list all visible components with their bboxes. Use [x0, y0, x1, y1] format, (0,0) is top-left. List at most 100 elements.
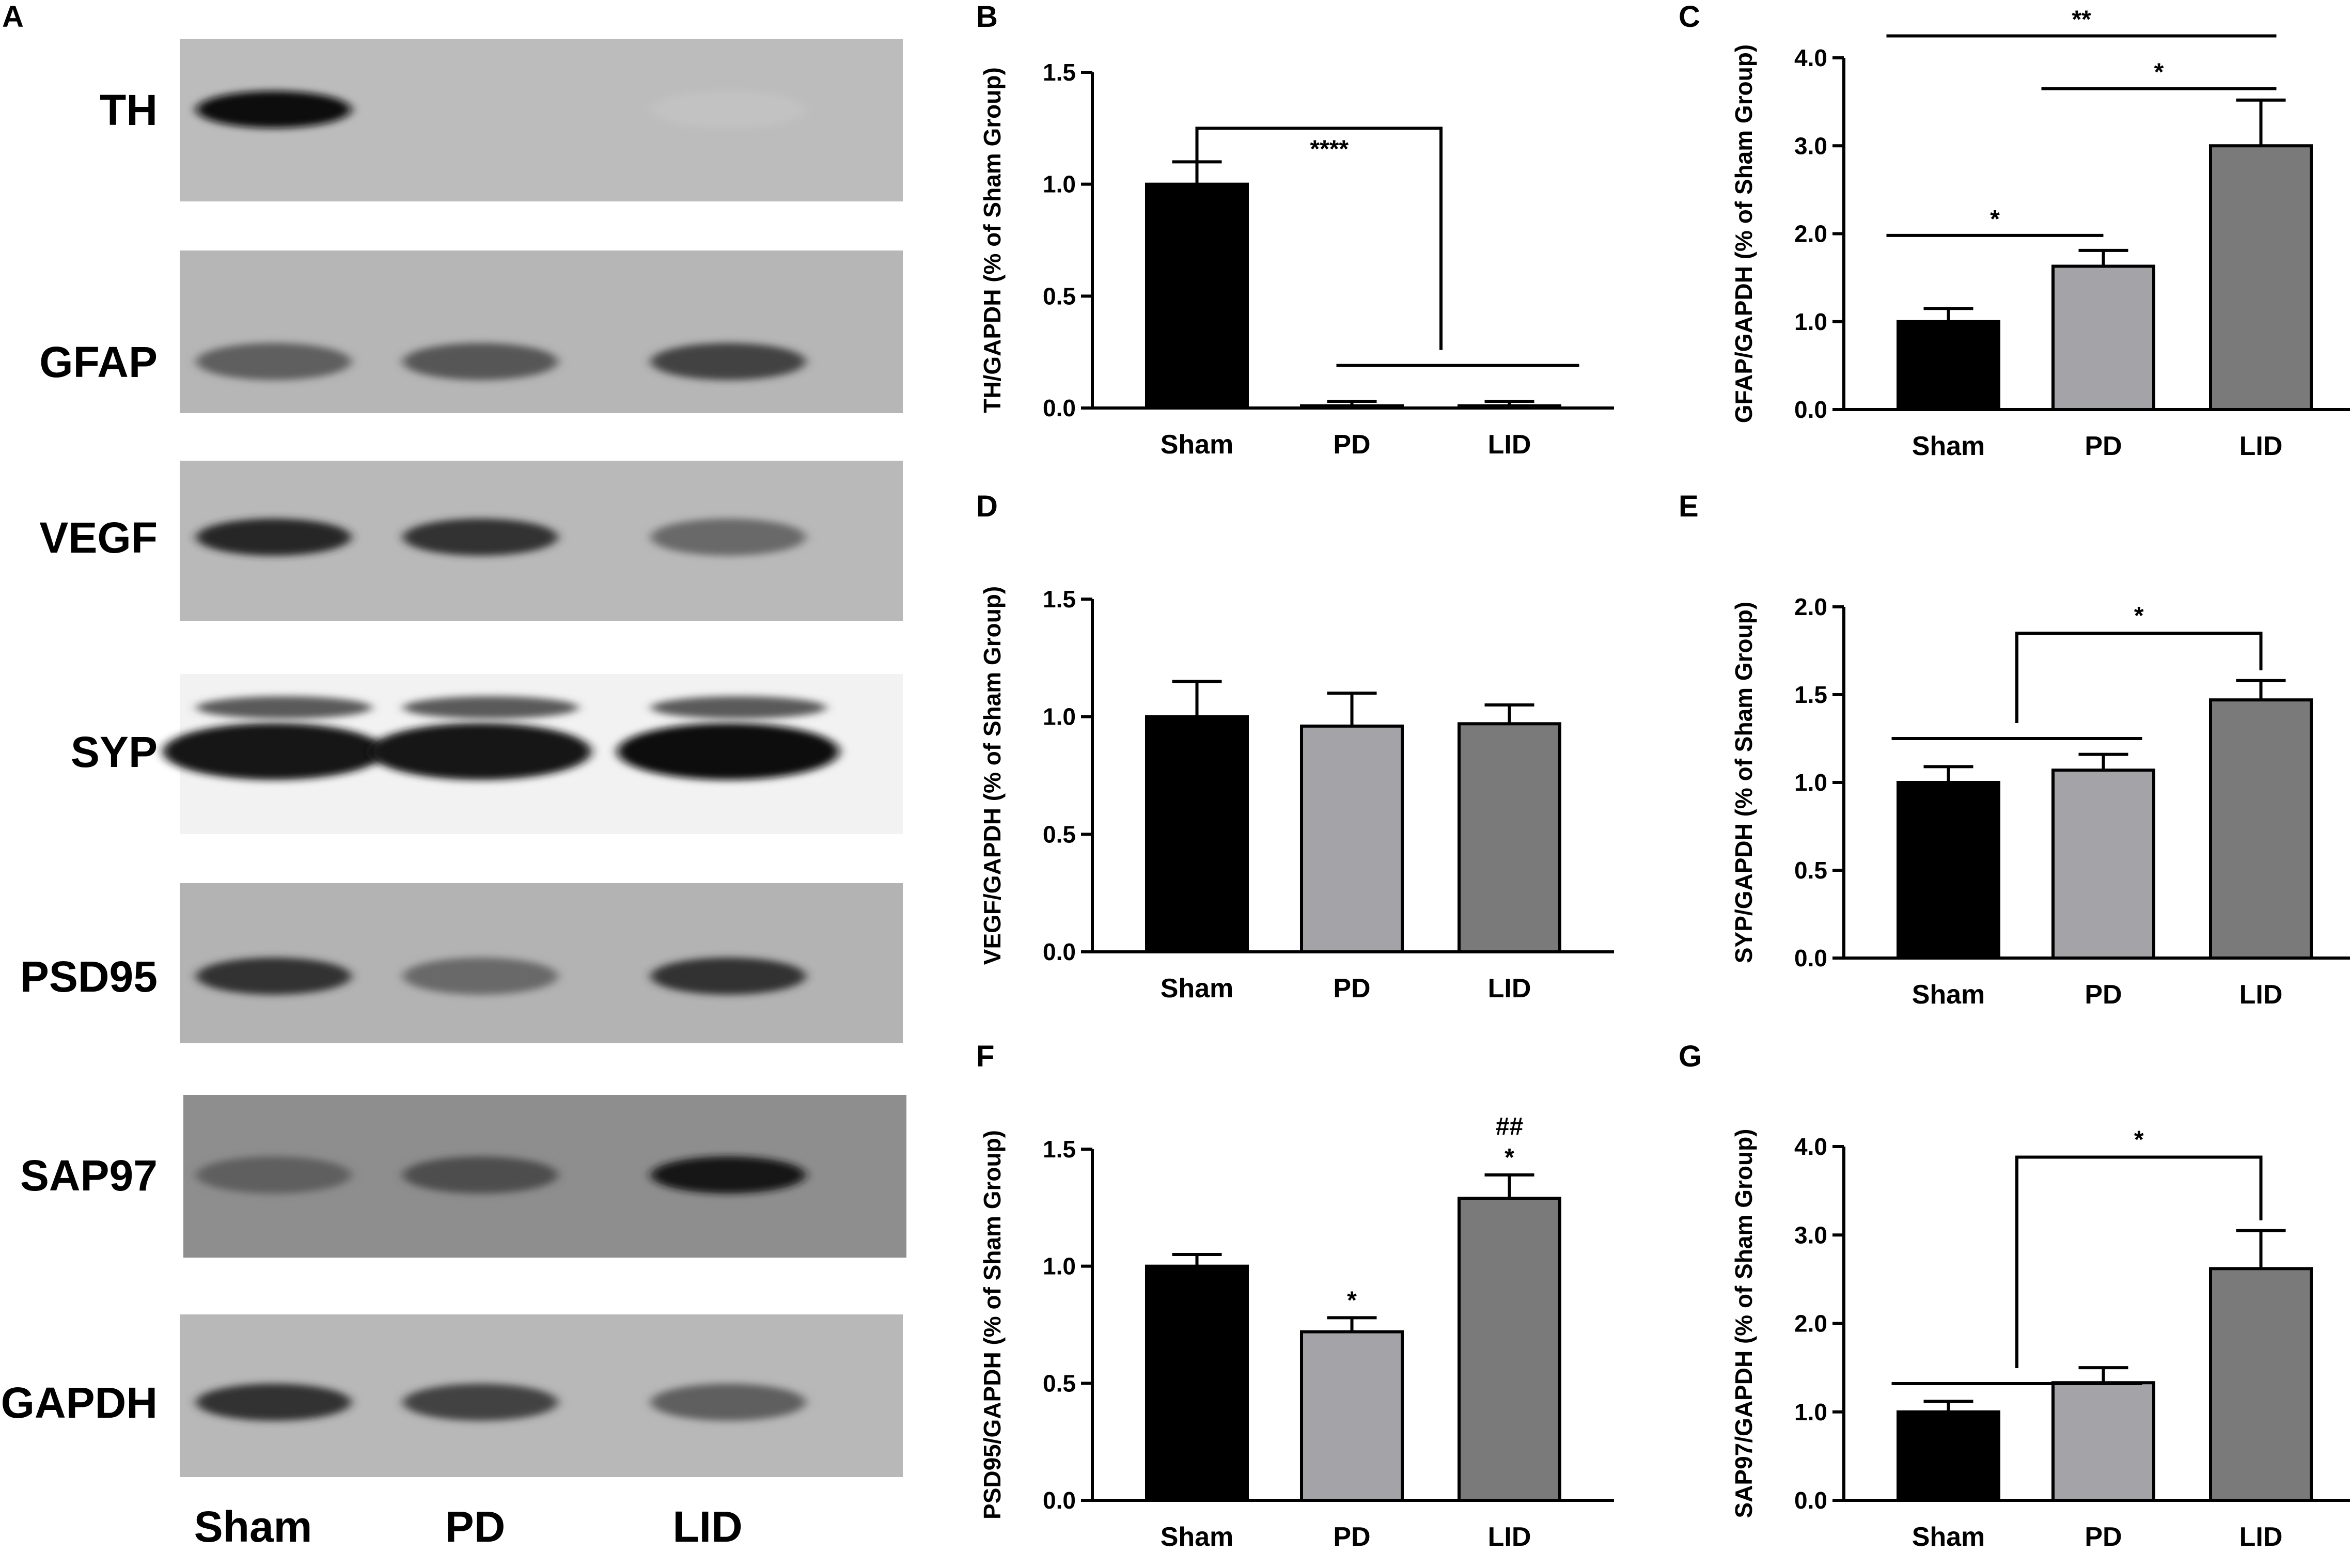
y-tick-label: 0.0: [1043, 1487, 1076, 1514]
blot-sap97: SAP97: [20, 1095, 906, 1258]
y-axis-label: PSD95/GAPDH (% of Sham Group): [979, 1130, 1006, 1519]
significance-label: **: [2072, 6, 2091, 33]
y-tick-label: 0.5: [1043, 1370, 1076, 1397]
panel-letter-a: A: [2, 0, 24, 34]
bar-pd: [2051, 1381, 2155, 1502]
category-label: Sham: [1912, 980, 1985, 1010]
y-tick-label: 1.0: [1794, 1399, 1827, 1425]
category-label: Sham: [1161, 430, 1234, 460]
y-tick-label: 3.0: [1794, 132, 1827, 159]
chart-e: E 0.0 0.5 1.0 1.5 2.0 SYP/GAPDH (% of Sham Gro…: [1679, 490, 2350, 1010]
panel-letter: F: [976, 1040, 994, 1073]
y-tick-label: 1.5: [1043, 59, 1076, 86]
bar-lid: [2209, 698, 2313, 960]
y-tick-label: 0.0: [1043, 938, 1076, 965]
y-tick-label: 0.0: [1794, 396, 1827, 423]
chart-g: G 0.0 1.0 2.0 3.0 4.0 SAP97/GAPDH (% of Sham G…: [1679, 1040, 2350, 1552]
band: [651, 958, 806, 995]
blot-th: TH: [100, 39, 903, 201]
category-label: LID: [2239, 431, 2283, 461]
chart-f: F 0.0 0.5 1.0 1.5 PSD95/GAPDH (% of Sham Grou…: [976, 1040, 1614, 1552]
bar-lid: [2209, 144, 2313, 411]
y-tick-label: 0.5: [1043, 821, 1076, 848]
category-label: LID: [2239, 1522, 2283, 1552]
blot-syp: SYP: [71, 674, 903, 834]
y-tick-label: 0.0: [1043, 395, 1076, 421]
y-tick-label: 4.0: [1794, 44, 1827, 71]
blot-background: [180, 250, 903, 413]
category-label: Sham: [1161, 1522, 1234, 1552]
significance-label: *: [1347, 1287, 1357, 1314]
y-tick-label: 0.0: [1794, 1487, 1827, 1514]
band: [196, 343, 351, 380]
panel-letter: G: [1679, 1040, 1702, 1073]
band: [403, 1156, 558, 1194]
category-label: LID: [1488, 974, 1531, 1003]
category-label: PD: [2085, 1522, 2122, 1552]
significance-bracket: [2015, 632, 2263, 723]
blot-label: SYP: [71, 728, 158, 776]
y-tick-label: 2.0: [1794, 1310, 1827, 1337]
band: [196, 1156, 351, 1194]
y-axis-label: GFAP/GAPDH (% of Sham Group): [1730, 44, 1757, 423]
bar-sham: [1897, 1410, 2000, 1502]
band: [403, 958, 558, 995]
band-upper: [403, 696, 578, 719]
band: [196, 91, 351, 128]
category-label: PD: [1333, 1522, 1370, 1552]
bar-sham: [1145, 715, 1249, 953]
bar-lid: [1458, 404, 1561, 410]
bar-sham: [1145, 182, 1249, 410]
band: [651, 1384, 806, 1421]
bar-pd: [1300, 404, 1404, 410]
blot-label: GAPDH: [1, 1378, 158, 1427]
y-tick-label: 3.0: [1794, 1221, 1827, 1248]
y-axis-label: SAP97/GAPDH (% of Sham Group): [1730, 1129, 1757, 1518]
y-tick-label: 1.5: [1043, 586, 1076, 613]
band: [651, 343, 806, 380]
category-label: Sham: [1912, 1522, 1985, 1552]
blot-label: PSD95: [20, 952, 158, 1001]
bar-pd: [1300, 724, 1404, 953]
chart-d: D 0.0 0.5 1.0 1.5 VEGF/GAPDH (% of Sham Group…: [976, 490, 1614, 1003]
significance-label: ##: [1496, 1113, 1523, 1140]
blot-label: GFAP: [39, 338, 158, 386]
band: [651, 519, 806, 556]
category-label: LID: [2239, 980, 2283, 1010]
bar-sham: [1145, 1264, 1249, 1502]
band: [617, 723, 839, 780]
panel-letter: D: [976, 490, 998, 523]
y-axis-label: VEGF/GAPDH (% of Sham Group): [979, 586, 1006, 965]
bar-pd: [2051, 769, 2155, 960]
blot-gfap: GFAP: [39, 250, 903, 413]
category-label: PD: [1333, 430, 1370, 460]
band: [403, 519, 558, 556]
y-tick-label: 1.0: [1043, 1253, 1076, 1280]
significance-label: *: [2154, 59, 2164, 86]
y-tick-label: 0.5: [1043, 283, 1076, 309]
y-axis-label: SYP/GAPDH (% of Sham Group): [1730, 602, 1757, 963]
blot-gapdh: GAPDH: [1, 1314, 903, 1477]
bar-sham: [1897, 781, 2000, 960]
category-label: Sham: [1161, 974, 1234, 1003]
band: [196, 1384, 351, 1421]
chart-b: B 0.0 0.5 1.0 1.5 TH/GAPDH (% of Sham Group) S…: [976, 0, 1614, 460]
y-tick-label: 1.0: [1043, 703, 1076, 730]
blot-psd95: PSD95: [20, 883, 903, 1043]
significance-bracket: [1195, 127, 1443, 350]
western-blot-panel: A TH GFAP VEGF SYP PSD95 SAP97 GAPDH Sham PD LID: [1, 0, 906, 1551]
bar-lid: [1458, 722, 1561, 953]
bar-chart-panels: B 0.0 0.5 1.0 1.5 TH/GAPDH (% of Sham Group) S…: [976, 0, 2350, 1552]
panel-letter: E: [1679, 490, 1699, 523]
band: [651, 1156, 806, 1194]
category-label: LID: [1488, 430, 1531, 460]
y-tick-label: 2.0: [1794, 221, 1827, 247]
significance-label: *: [2134, 602, 2144, 630]
chart-c: C 0.0 1.0 2.0 3.0 4.0 GFAP/GAPDH (% of Sham Gr…: [1679, 0, 2350, 461]
significance-label: *: [1505, 1144, 1514, 1171]
lane-labels: Sham PD LID: [194, 1502, 743, 1551]
panel-letter: B: [976, 0, 998, 34]
blot-label: VEGF: [39, 513, 158, 562]
bar-lid: [1458, 1197, 1561, 1502]
category-label: PD: [1333, 974, 1370, 1003]
